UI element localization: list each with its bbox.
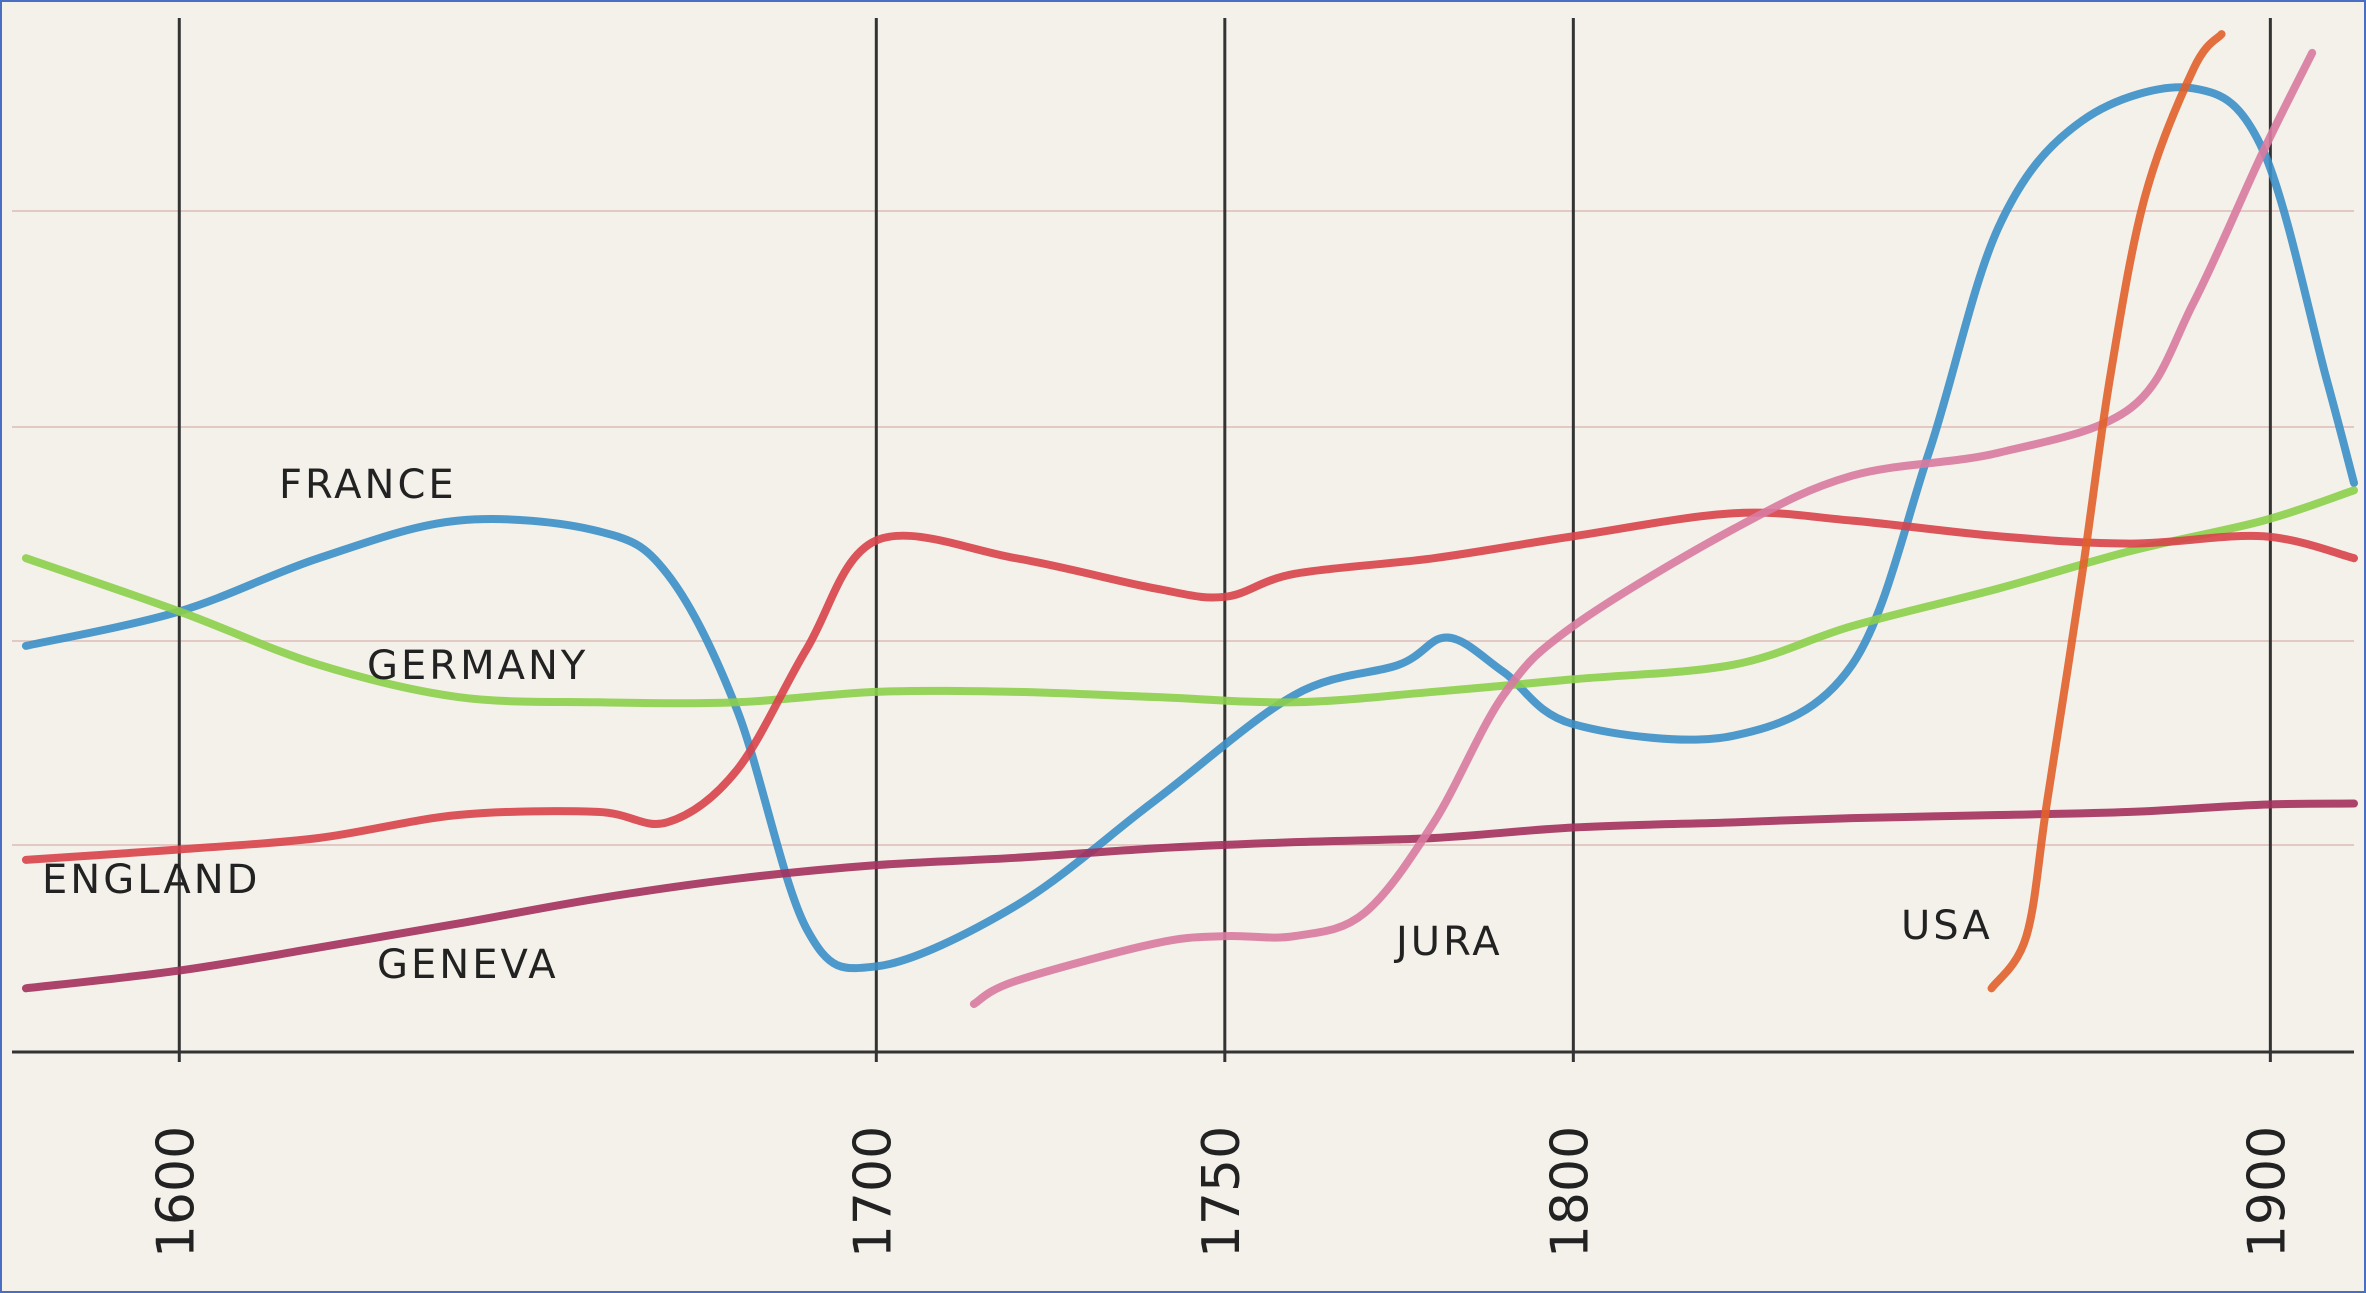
series-label: FRANCE — [279, 462, 457, 508]
x-tick-label: 1900 — [2237, 1126, 2297, 1258]
x-tick-label: 1700 — [843, 1126, 903, 1258]
frame — [1, 1, 2365, 1292]
series-label: USA — [1901, 903, 1993, 949]
series-label: JURA — [1393, 919, 1503, 965]
chart: 1600 1700 1750 1800 1900 FRANCE GERMANY ENGLAND… — [0, 0, 2366, 1293]
series-label: ENGLAND — [42, 857, 260, 903]
x-tick-label: 1800 — [1540, 1126, 1600, 1258]
series-label: GENEVA — [377, 942, 559, 988]
x-tick-label: 1600 — [146, 1126, 206, 1258]
series-label: GERMANY — [367, 643, 588, 689]
x-tick-label: 1750 — [1192, 1126, 1252, 1258]
